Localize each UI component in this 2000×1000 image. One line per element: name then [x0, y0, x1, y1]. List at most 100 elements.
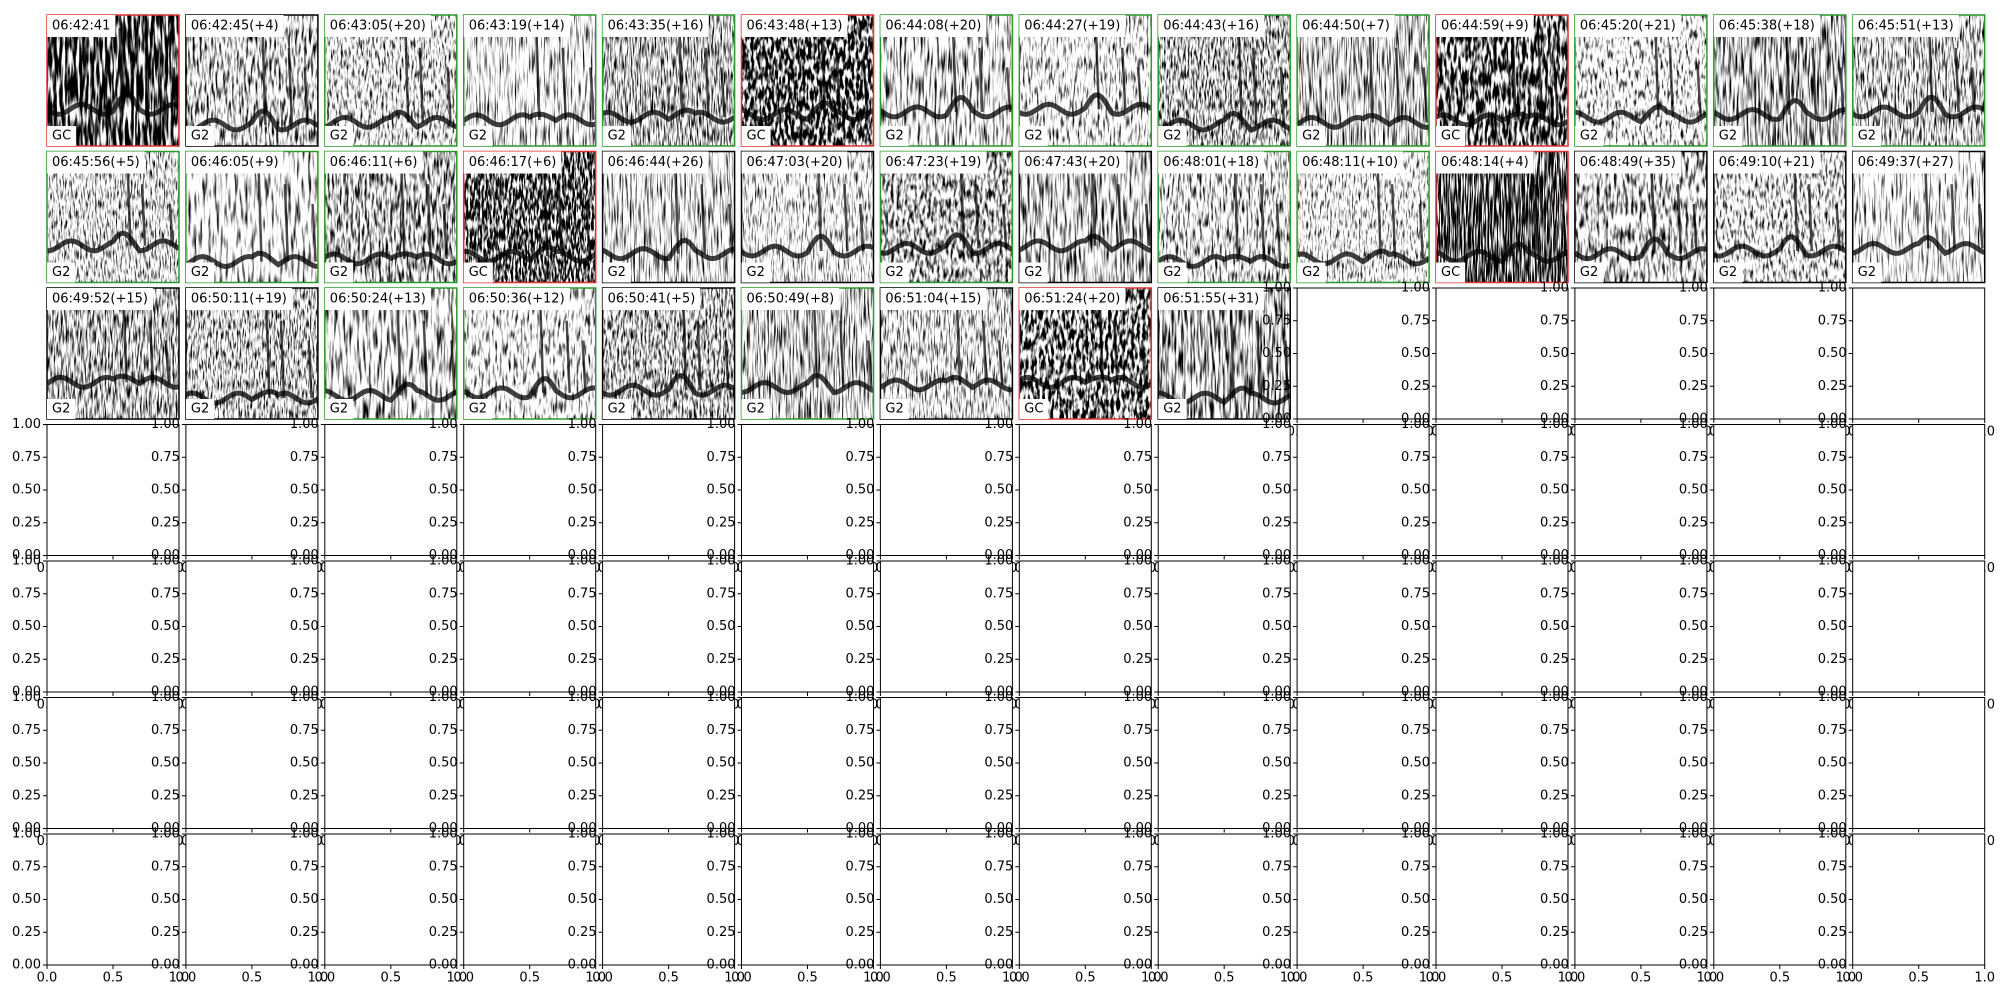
y-tick-label: 1.00: [1540, 554, 1569, 569]
spectrogram-panel: 06:46:17(+6) GC: [462, 150, 597, 284]
y-tick-label: 0.50: [568, 756, 597, 771]
spectrogram-trace: [185, 250, 318, 270]
y-tick-label: 0.25: [568, 788, 597, 803]
label-background: [324, 126, 354, 146]
y-tick-label: 0.25: [1679, 788, 1708, 803]
y-tick-label: 0.25: [984, 925, 1013, 940]
y-tick-label: 0.50: [845, 756, 874, 771]
empty-axes: 0.000.250.500.751.000.00.51.0: [1262, 690, 1439, 849]
axes-frame: [741, 697, 874, 829]
axes-frame: [1713, 833, 1847, 966]
empty-axes: 0.000.250.500.751.000.00.51.0: [1818, 554, 1995, 713]
spectrogram-streak: [978, 47, 984, 112]
y-tick-label: 0.50: [151, 756, 180, 771]
empty-axes: 0.000.250.500.751.000.00.51.0: [845, 554, 1022, 713]
y-tick-label: 0.00: [429, 821, 458, 836]
y-tick-label: 0.25: [1818, 788, 1847, 803]
spectrogram-panel: 06:42:41 GC: [46, 14, 180, 147]
y-tick-label: 1.00: [12, 554, 41, 569]
spectrogram-streak: [1390, 184, 1397, 259]
spectrogram-trace: [1297, 113, 1430, 130]
panel-title: 06:46:05(+9): [191, 155, 279, 170]
x-tick-label: 1.0: [1002, 971, 1023, 986]
y-tick-label: 0.75: [845, 450, 874, 465]
y-tick-label: 0.75: [568, 723, 597, 738]
y-tick-label: 0.50: [1123, 619, 1152, 634]
y-tick-label: 0.50: [845, 483, 874, 498]
axes-frame: [1852, 287, 1986, 420]
label-background: [1297, 262, 1326, 283]
spectrogram-panel: 06:43:19(+14) G2: [462, 14, 597, 147]
spectrogram-trace-group: [1713, 164, 1846, 259]
spectrogram-trace: [602, 107, 735, 125]
y-tick-label: 0.00: [1679, 412, 1708, 427]
y-tick-label: 0.00: [707, 821, 736, 836]
panel-title: 06:43:05(+20): [330, 19, 426, 34]
spectrogram-streak: [982, 320, 988, 385]
spectrogram-trace-group: [324, 28, 457, 130]
spectrogram-streak: [1835, 203, 1841, 252]
axes-frame: [1574, 287, 1708, 420]
y-tick-label: 0.25: [1123, 925, 1152, 940]
axes-frame: [879, 560, 1013, 693]
y-tick-label: 0.25: [151, 652, 180, 667]
x-tick-label: 1.0: [169, 971, 190, 986]
y-tick-label: 0.75: [1679, 586, 1708, 601]
spectrogram-trace-group: [1713, 28, 1846, 123]
y-tick-label: 0.50: [1401, 346, 1430, 361]
label-background: [1158, 126, 1187, 146]
y-tick-label: 0.75: [707, 450, 736, 465]
spectrogram-streak: [557, 184, 563, 257]
panel-title: 06:45:56(+5): [52, 155, 140, 170]
y-tick-label: 0.75: [1540, 313, 1569, 328]
y-tick-label: 0.50: [707, 483, 736, 498]
x-tick-label: 0.0: [1565, 971, 1586, 986]
y-tick-label: 0.00: [1679, 821, 1708, 836]
y-tick-label: 1.00: [1401, 827, 1430, 842]
y-tick-label: 0.50: [984, 483, 1013, 498]
spectrogram-trace-group: [602, 301, 735, 398]
y-tick-label: 0.25: [1262, 652, 1291, 667]
y-tick-label: 0.25: [568, 652, 597, 667]
y-tick-label: 1.00: [1262, 827, 1291, 842]
spectrogram-trace-group: [185, 28, 318, 133]
spectrogram-trace-group: [1574, 164, 1707, 262]
panel-title: 06:49:10(+21): [1719, 155, 1815, 170]
title-background: [185, 288, 292, 310]
spectrogram-panel: 06:45:38(+18) G2: [1713, 14, 1847, 147]
x-tick-label: 1.0: [1558, 971, 1579, 986]
y-tick-label: 0.00: [845, 685, 874, 700]
y-tick-label: 0.00: [1540, 412, 1569, 427]
y-tick-label: 0.00: [1679, 685, 1708, 700]
title-background: [741, 288, 840, 310]
spectrogram-panel: 06:48:49(+35) G2: [1574, 150, 1708, 284]
y-tick-label: 1.00: [1123, 554, 1152, 569]
y-tick-label: 0.75: [707, 723, 736, 738]
y-tick-label: 0.75: [984, 450, 1013, 465]
panel-title: 06:42:41: [52, 19, 110, 34]
y-tick-label: 0.25: [707, 788, 736, 803]
spectrogram-streak: [303, 67, 309, 126]
title-background: [1852, 151, 1959, 174]
x-tick-label: 0.5: [1214, 971, 1235, 986]
axes-frame: [1296, 424, 1430, 556]
x-tick-label: 1.0: [1835, 971, 1856, 986]
y-tick-label: 0.25: [1123, 652, 1152, 667]
spectrogram-trace: [1019, 233, 1152, 254]
y-tick-label: 1.00: [1123, 417, 1152, 432]
label-background: [185, 126, 215, 146]
spectrogram-streak: [581, 340, 587, 393]
spectrogram-trace-group: [1158, 164, 1291, 270]
y-tick-label: 0.00: [845, 821, 874, 836]
y-tick-label: 0.75: [1401, 859, 1430, 874]
y-tick-label: 1.00: [1401, 554, 1430, 569]
spectrogram-streak: [172, 67, 178, 110]
spectrogram-trace: [741, 233, 874, 259]
y-tick-label: 0.25: [1818, 515, 1847, 530]
y-tick-label: 0.75: [568, 450, 597, 465]
y-tick-label: 0.75: [290, 859, 319, 874]
spectrogram-streak: [673, 164, 680, 254]
spectrogram-streak: [700, 184, 706, 254]
